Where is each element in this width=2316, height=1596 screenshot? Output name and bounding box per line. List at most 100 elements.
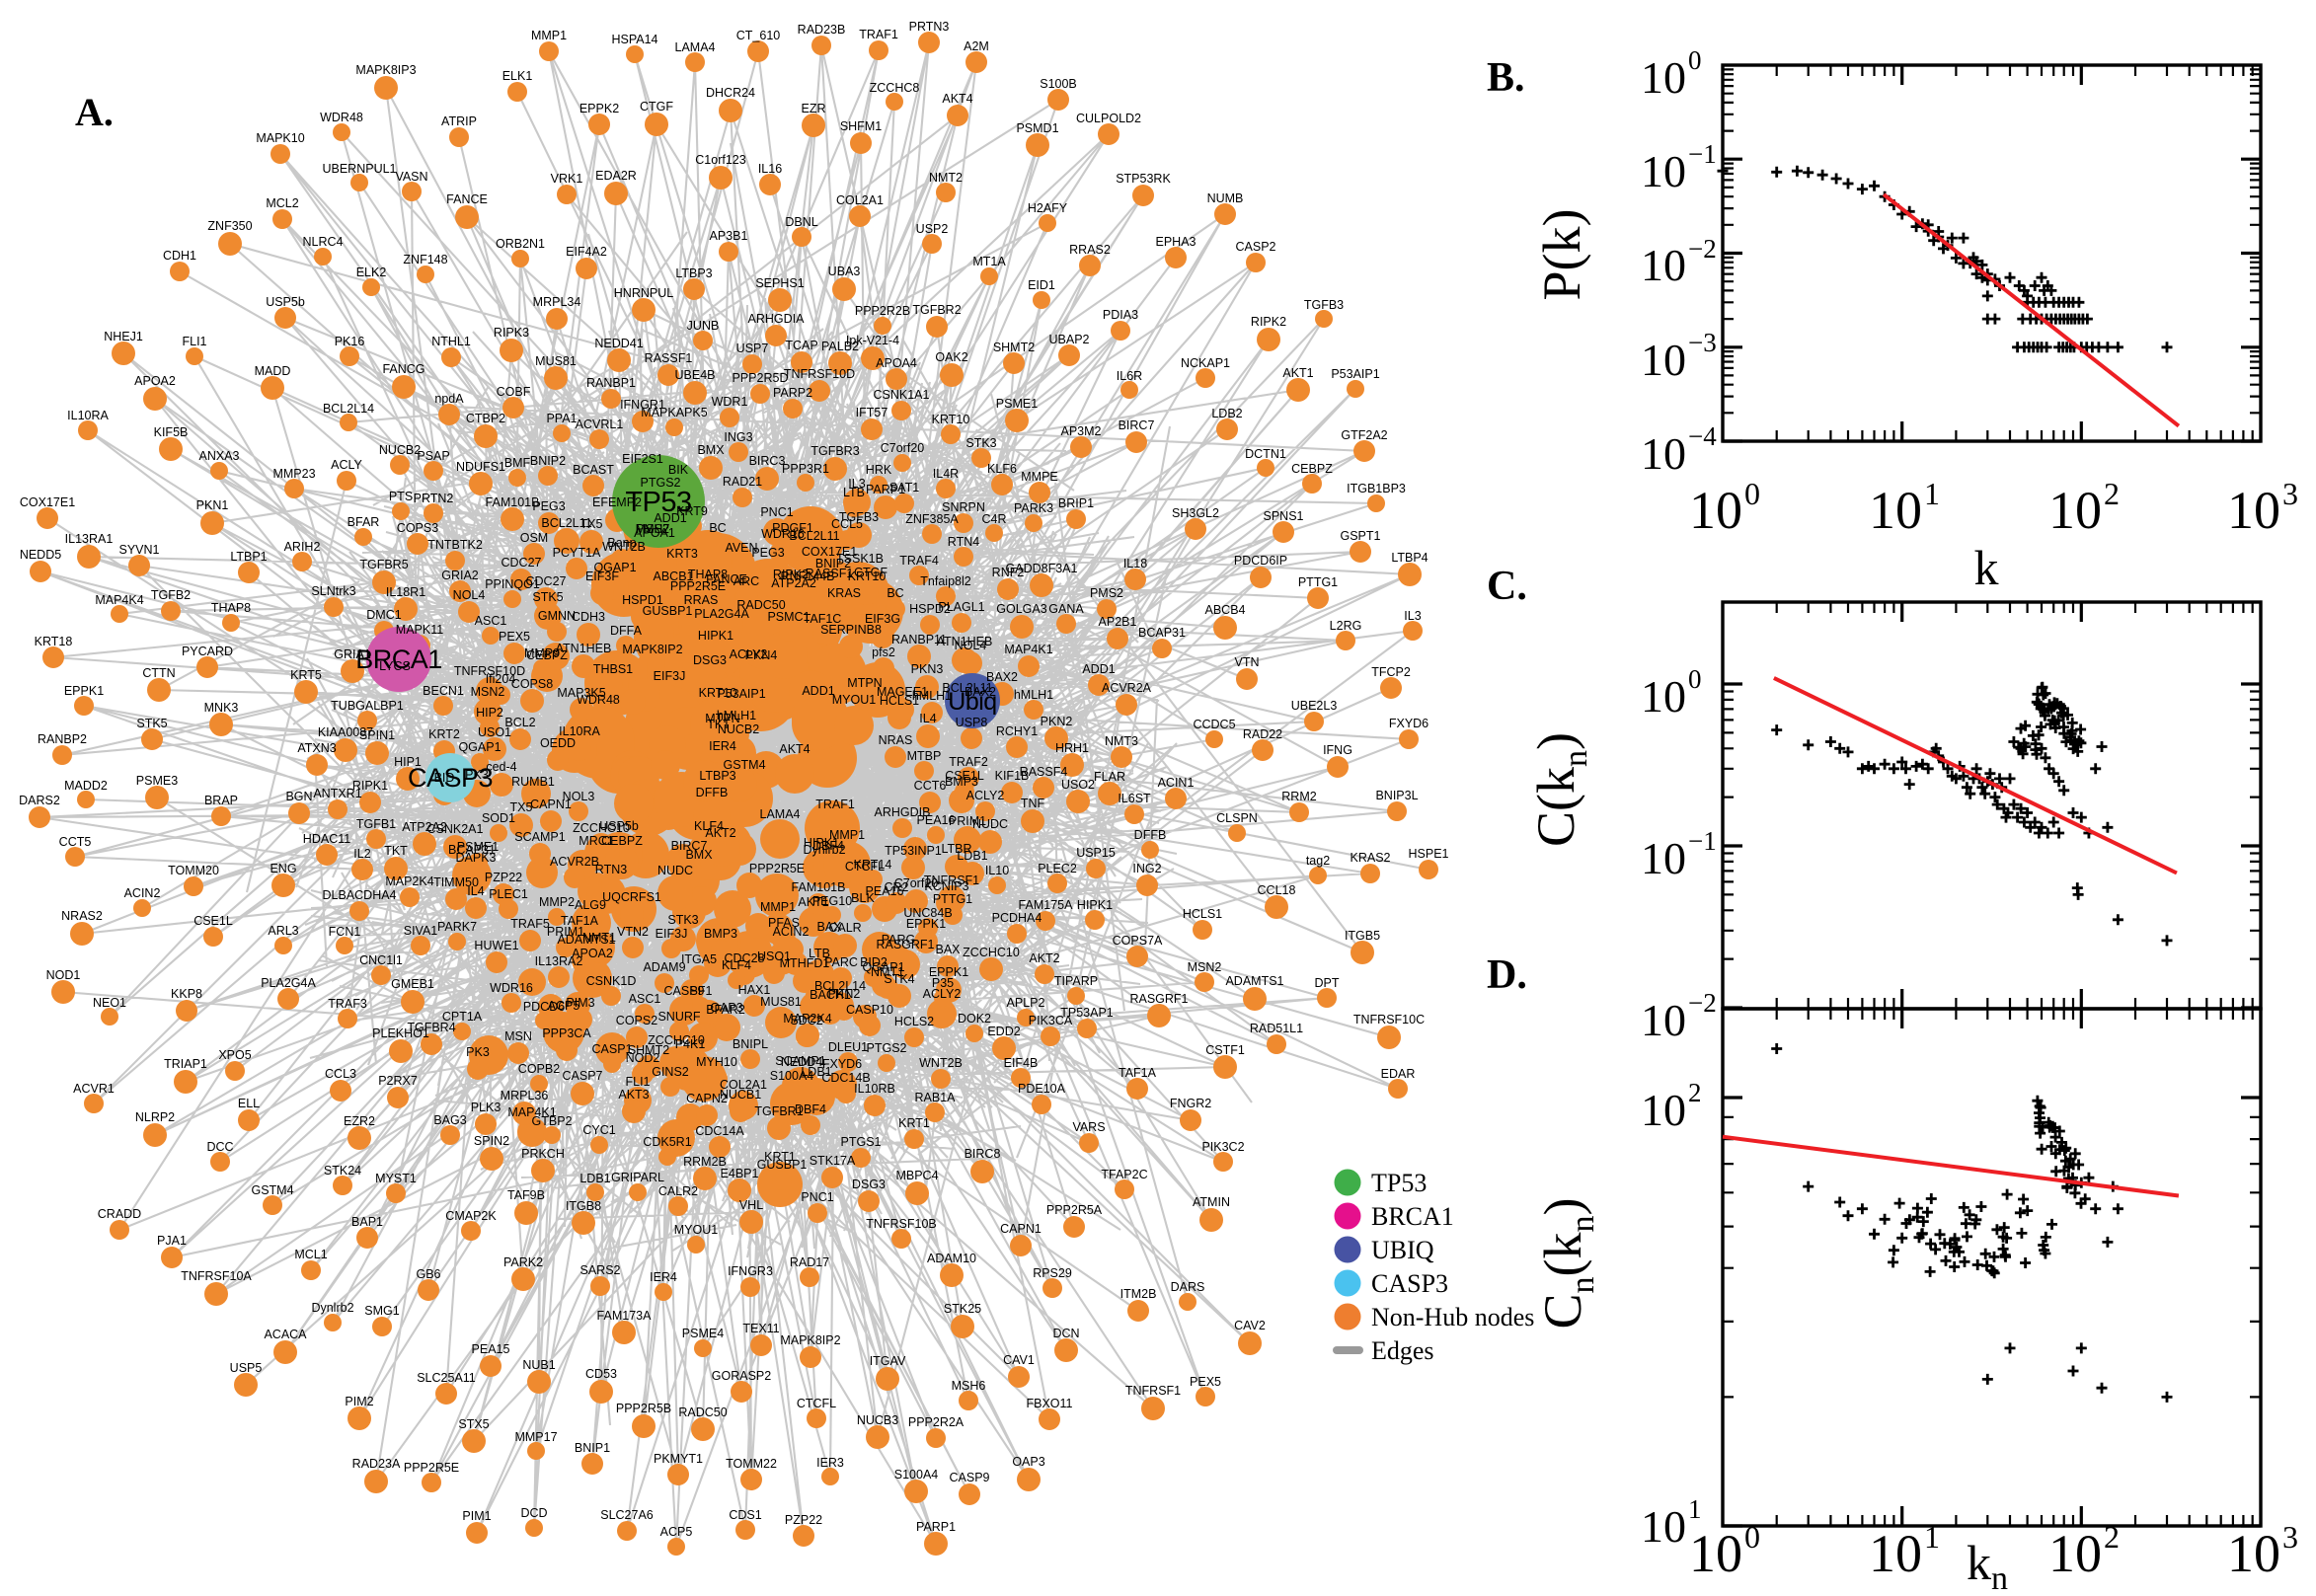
svg-text:TNFRSF10D: TNFRSF10D bbox=[784, 367, 855, 381]
svg-text:IER4: IER4 bbox=[709, 739, 736, 753]
svg-text:KRT10: KRT10 bbox=[699, 686, 737, 700]
svg-text:ADD1: ADD1 bbox=[802, 684, 834, 698]
svg-text:UBERNPUL1: UBERNPUL1 bbox=[322, 162, 396, 176]
svg-text:COPS3: COPS3 bbox=[397, 521, 438, 535]
svg-text:TGFB1: TGFB1 bbox=[356, 817, 396, 831]
svg-text:ACLY2: ACLY2 bbox=[730, 647, 768, 661]
svg-text:CAPN1: CAPN1 bbox=[530, 798, 572, 811]
svg-text:NEDD4: NEDD4 bbox=[781, 1055, 822, 1069]
svg-text:UBE4B: UBE4B bbox=[675, 368, 716, 382]
svg-text:SIVA1: SIVA1 bbox=[404, 924, 438, 938]
svg-text:TNF: TNF bbox=[1021, 797, 1045, 810]
svg-text:HNRNPUL: HNRNPUL bbox=[614, 286, 673, 300]
svg-text:NRAS2: NRAS2 bbox=[61, 909, 103, 923]
svg-text:pfs2: pfs2 bbox=[872, 646, 895, 659]
svg-text:ASC1: ASC1 bbox=[629, 992, 661, 1006]
svg-text:TP53: TP53 bbox=[625, 487, 691, 518]
svg-text:ACP5: ACP5 bbox=[660, 1525, 693, 1539]
svg-text:TGFBR3: TGFBR3 bbox=[811, 444, 859, 458]
svg-text:CASP9: CASP9 bbox=[950, 1471, 990, 1484]
svg-text:IL10RA: IL10RA bbox=[67, 409, 109, 422]
svg-text:RANBP2: RANBP2 bbox=[38, 732, 87, 746]
svg-text:USP15: USP15 bbox=[1076, 846, 1116, 860]
svg-text:DFFA: DFFA bbox=[610, 624, 643, 638]
svg-text:FAM101B: FAM101B bbox=[486, 495, 540, 509]
svg-text:−1: −1 bbox=[1688, 139, 1717, 169]
svg-text:PPP3CA: PPP3CA bbox=[542, 1026, 591, 1040]
svg-text:SHMT2: SHMT2 bbox=[628, 1043, 669, 1057]
svg-text:LTBR: LTBR bbox=[941, 842, 971, 856]
svg-text:BCL2L11: BCL2L11 bbox=[541, 516, 591, 530]
svg-text:L2RG: L2RG bbox=[1330, 619, 1362, 633]
svg-text:AKT4: AKT4 bbox=[779, 742, 810, 756]
svg-text:MMPE: MMPE bbox=[1021, 470, 1058, 484]
svg-text:MCL1: MCL1 bbox=[294, 1248, 327, 1261]
svg-text:10: 10 bbox=[1641, 1501, 1686, 1552]
svg-text:GSTM4: GSTM4 bbox=[251, 1183, 293, 1197]
svg-text:EDAR: EDAR bbox=[1381, 1067, 1416, 1081]
svg-text:PEG3: PEG3 bbox=[532, 499, 565, 513]
svg-text:ACP5: ACP5 bbox=[548, 999, 580, 1013]
svg-text:GSPT1: GSPT1 bbox=[1341, 529, 1381, 543]
svg-text:DLBACDHA4: DLBACDHA4 bbox=[322, 888, 396, 902]
svg-text:THAP8: THAP8 bbox=[211, 601, 251, 615]
svg-text:CALR2: CALR2 bbox=[658, 1184, 698, 1198]
svg-text:SERPINB8: SERPINB8 bbox=[820, 623, 882, 637]
svg-text:TGFBR1: TGFBR1 bbox=[754, 1104, 803, 1118]
svg-text:PKN4: PKN4 bbox=[745, 648, 778, 662]
svg-text:10: 10 bbox=[2048, 481, 2102, 540]
svg-text:SYVN1: SYVN1 bbox=[119, 543, 160, 557]
svg-text:MMP1: MMP1 bbox=[829, 828, 865, 842]
svg-text:Cn(kn): Cn(kn) bbox=[1533, 1198, 1601, 1330]
svg-text:SHFM1: SHFM1 bbox=[840, 119, 882, 133]
svg-text:RUMB1: RUMB1 bbox=[511, 775, 555, 789]
svg-text:PTTG1: PTTG1 bbox=[933, 892, 972, 906]
svg-text:FCN1: FCN1 bbox=[329, 925, 361, 939]
svg-text:NEDD5: NEDD5 bbox=[20, 548, 61, 562]
svg-text:TNFRSF1: TNFRSF1 bbox=[1125, 1384, 1181, 1398]
svg-text:KIF1B: KIF1B bbox=[995, 769, 1030, 783]
svg-text:GTBP2: GTBP2 bbox=[532, 1114, 573, 1128]
svg-text:PRTN2: PRTN2 bbox=[414, 492, 454, 505]
svg-text:CRADD: CRADD bbox=[98, 1207, 141, 1221]
svg-text:NUMB: NUMB bbox=[1207, 191, 1244, 205]
svg-text:TGFB3: TGFB3 bbox=[1304, 298, 1344, 312]
svg-text:PEX5: PEX5 bbox=[499, 630, 530, 644]
svg-text:SF1: SF1 bbox=[690, 984, 713, 998]
svg-text:EIF3F: EIF3F bbox=[585, 570, 619, 583]
svg-text:ACVRL1: ACVRL1 bbox=[576, 418, 624, 431]
svg-text:IFNGR3: IFNGR3 bbox=[728, 1264, 773, 1278]
svg-text:SHMT2: SHMT2 bbox=[993, 341, 1035, 354]
svg-text:CTGF: CTGF bbox=[640, 100, 673, 114]
svg-text:RASGRF1: RASGRF1 bbox=[1129, 992, 1188, 1006]
svg-text:10: 10 bbox=[1641, 335, 1686, 385]
svg-text:PSME1: PSME1 bbox=[996, 397, 1038, 411]
svg-text:TFCP2: TFCP2 bbox=[1371, 665, 1411, 679]
svg-text:BCL2L14: BCL2L14 bbox=[323, 402, 374, 416]
svg-text:RRM2B: RRM2B bbox=[683, 1155, 727, 1169]
svg-text:ELK1: ELK1 bbox=[502, 69, 533, 83]
svg-text:ZCCHC10: ZCCHC10 bbox=[573, 821, 630, 835]
svg-text:BAX: BAX bbox=[935, 943, 961, 956]
svg-text:RPS29: RPS29 bbox=[1033, 1266, 1072, 1280]
svg-text:ATP2A2: ATP2A2 bbox=[402, 820, 447, 834]
svg-text:RNF144B: RNF144B bbox=[781, 570, 835, 583]
svg-text:RRM2: RRM2 bbox=[1281, 790, 1316, 803]
svg-text:EZR: EZR bbox=[802, 102, 826, 115]
svg-text:IL13RA2: IL13RA2 bbox=[535, 954, 583, 968]
svg-text:−2: −2 bbox=[1688, 988, 1717, 1018]
svg-text:QGAP1: QGAP1 bbox=[593, 561, 636, 574]
svg-text:ATN1HEB: ATN1HEB bbox=[556, 642, 612, 655]
svg-text:MAPKAPK5: MAPKAPK5 bbox=[641, 406, 707, 419]
svg-text:ELK2: ELK2 bbox=[356, 266, 387, 279]
svg-text:MTPN: MTPN bbox=[847, 676, 882, 690]
svg-text:KRT1: KRT1 bbox=[764, 1150, 796, 1164]
svg-text:GINS2: GINS2 bbox=[652, 1065, 689, 1079]
svg-text:ADAM10: ADAM10 bbox=[927, 1252, 976, 1265]
svg-text:CALR: CALR bbox=[828, 921, 861, 935]
svg-text:EPHA3: EPHA3 bbox=[1156, 235, 1197, 249]
svg-text:MRPL36: MRPL36 bbox=[501, 1089, 549, 1102]
svg-text:ACACA: ACACA bbox=[264, 1328, 307, 1341]
svg-text:GOLGA3: GOLGA3 bbox=[996, 602, 1046, 616]
svg-text:CCT5: CCT5 bbox=[59, 835, 92, 849]
